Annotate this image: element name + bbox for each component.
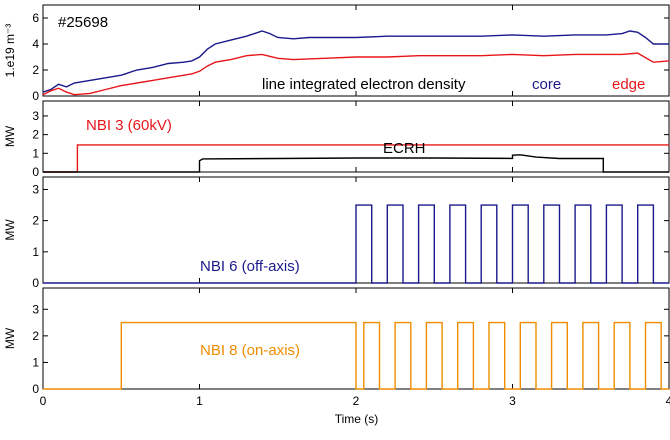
y-tick-label: 4 <box>32 37 39 51</box>
panel-2-frame <box>42 100 670 173</box>
y-tick-label: 1 <box>32 355 39 369</box>
x-tick-label: 2 <box>353 394 360 408</box>
density-annotation: line integrated electron density <box>262 76 466 93</box>
y-tick-label: 2 <box>32 214 39 228</box>
x-tick-label: 4 <box>666 394 670 408</box>
y-tick-label: 1 <box>32 245 39 259</box>
y-tick-label: 3 <box>32 109 39 123</box>
x-tick-label: 1 <box>196 394 203 408</box>
y-axis-label: MW <box>3 125 17 147</box>
y-axis-label: MW <box>3 327 17 349</box>
y-axis-label: 1.e19 m⁻³ <box>3 24 17 78</box>
y-tick-label: 6 <box>32 11 39 25</box>
ecrh-annotation: ECRH <box>383 140 426 157</box>
series-nbi-6-off-axis--line <box>43 204 669 284</box>
series-core-line <box>42 30 669 93</box>
nbi3-annotation: NBI 3 (60kV) <box>86 117 172 134</box>
nbi6-annotation: NBI 6 (off-axis) <box>200 258 300 275</box>
nbi8-annotation: NBI 8 (on-axis) <box>200 342 300 359</box>
y-tick-label: 0 <box>32 382 39 396</box>
y-tick-label: 3 <box>32 302 39 316</box>
series-nbi-8-on-axis--line <box>43 321 669 390</box>
y-tick-label: 2 <box>32 63 39 77</box>
y-tick-label: 3 <box>32 182 39 196</box>
y-tick-label: 2 <box>32 329 39 343</box>
series-ecrh-line <box>43 154 669 173</box>
series-edge-line <box>42 52 670 96</box>
edge-annotation: edge <box>612 76 645 93</box>
y-tick-label: 1 <box>32 146 39 160</box>
y-tick-label: 0 <box>32 276 39 290</box>
y-axis-label: MW <box>3 219 17 241</box>
y-tick-label: 0 <box>32 89 39 103</box>
core-annotation: core <box>532 76 561 93</box>
shot-number-label: #25698 <box>58 14 108 31</box>
x-tick-label: 3 <box>509 394 516 408</box>
y-tick-label: 2 <box>32 128 39 142</box>
x-axis-label: Time (s) <box>335 412 379 426</box>
y-tick-label: 0 <box>32 165 39 179</box>
x-tick-label: 0 <box>40 394 47 408</box>
